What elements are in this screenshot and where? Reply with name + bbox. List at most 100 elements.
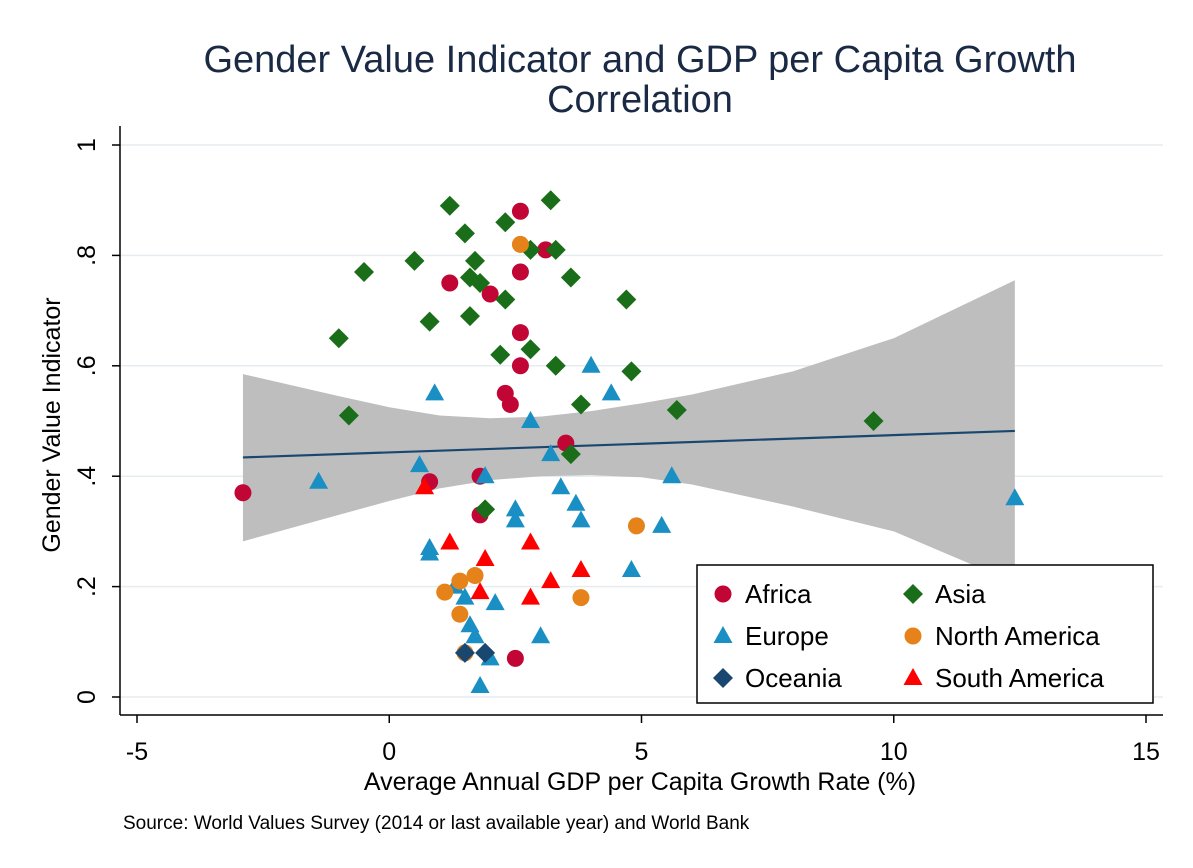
point-africa xyxy=(501,395,519,413)
y-tick-label: 0 xyxy=(73,690,101,704)
point-north-america xyxy=(451,605,469,623)
point-north-america xyxy=(572,589,590,607)
legend-label-asia: Asia xyxy=(935,579,986,609)
source-note: Source: World Values Survey (2014 or las… xyxy=(123,813,750,834)
point-europe xyxy=(309,471,329,489)
legend-marker-oceania xyxy=(713,668,733,688)
point-asia xyxy=(354,261,375,282)
point-europe xyxy=(531,626,551,644)
point-north-america xyxy=(511,235,529,253)
point-south-america xyxy=(521,587,541,605)
point-europe xyxy=(601,383,621,401)
point-europe xyxy=(465,626,485,644)
x-tick-label: 5 xyxy=(635,738,649,766)
series-oceania xyxy=(454,642,496,663)
legend-marker-north-america xyxy=(904,627,922,645)
point-africa xyxy=(537,241,555,259)
point-asia xyxy=(454,223,475,244)
point-north-america xyxy=(451,572,469,590)
point-asia xyxy=(570,394,591,415)
point-asia xyxy=(495,212,516,233)
point-asia xyxy=(338,405,359,426)
y-tick-label: .8 xyxy=(73,245,101,266)
point-europe xyxy=(420,543,440,561)
y-axis-label: Gender Value Indicator xyxy=(38,297,66,552)
point-africa xyxy=(511,263,529,281)
point-europe xyxy=(425,383,445,401)
point-south-america xyxy=(415,477,435,495)
x-tick-label: -5 xyxy=(126,738,148,766)
legend-box xyxy=(696,564,1154,704)
point-europe xyxy=(470,675,490,693)
legend: Africa Europe Oceania Asia North America Sout… xyxy=(696,564,1154,704)
point-north-america xyxy=(436,583,454,601)
point-south-america xyxy=(571,560,591,578)
point-europe xyxy=(485,593,505,611)
confidence-band-area xyxy=(242,280,1015,583)
point-asia xyxy=(545,355,566,376)
y-tick-label: .2 xyxy=(73,576,101,597)
point-south-america xyxy=(541,571,561,589)
data-points xyxy=(234,190,1025,693)
point-asia xyxy=(560,267,581,288)
point-europe xyxy=(505,499,525,517)
confidence-band xyxy=(242,280,1015,583)
point-asia xyxy=(520,339,541,360)
point-asia xyxy=(863,411,884,431)
x-tick-label: 10 xyxy=(880,738,908,766)
point-asia xyxy=(545,239,566,260)
point-africa xyxy=(511,324,529,342)
legend-marker-europe xyxy=(713,626,733,643)
point-asia xyxy=(439,195,460,216)
legend-label-africa: Africa xyxy=(745,579,812,609)
point-europe xyxy=(505,510,525,528)
x-tick-label: 15 xyxy=(1132,738,1160,766)
point-africa xyxy=(441,274,459,292)
legend-label-europe: Europe xyxy=(745,621,829,651)
legend-marker-asia xyxy=(903,584,923,604)
point-asia xyxy=(328,328,349,349)
legend-marker-africa xyxy=(714,585,732,603)
point-europe xyxy=(541,444,561,462)
point-africa xyxy=(481,285,499,303)
point-asia xyxy=(419,311,440,332)
fit-line-group xyxy=(242,429,1015,459)
point-europe xyxy=(1005,488,1025,506)
point-south-america xyxy=(440,532,460,550)
point-europe xyxy=(566,493,586,511)
point-asia xyxy=(470,273,491,293)
point-asia xyxy=(560,444,581,465)
point-europe xyxy=(652,515,672,533)
point-asia xyxy=(616,289,637,310)
point-europe xyxy=(521,411,541,428)
series-asia xyxy=(328,190,884,520)
point-south-america xyxy=(470,582,490,600)
point-asia xyxy=(465,250,486,271)
series-europe xyxy=(309,355,1025,693)
point-south-america xyxy=(521,532,541,550)
point-asia xyxy=(490,344,511,365)
x-axis-label: Average Annual GDP per Capita Growth Rat… xyxy=(364,768,916,796)
y-tick-label: 1 xyxy=(73,138,101,152)
point-asia xyxy=(540,190,561,211)
y-tick-label: .6 xyxy=(73,355,101,376)
point-africa xyxy=(511,202,529,220)
point-africa xyxy=(511,357,529,375)
point-asia xyxy=(404,250,425,271)
axes: 0 .2 .4 .6 .8 1 -5 0 5 10 15 xyxy=(73,126,1163,766)
point-asia xyxy=(475,499,496,520)
point-asia xyxy=(666,399,687,420)
point-europe xyxy=(410,455,430,473)
y-tick-label: .4 xyxy=(73,466,101,487)
point-africa xyxy=(234,484,252,502)
x-tick-label: 0 xyxy=(382,738,396,766)
legend-label-south-america: South America xyxy=(935,663,1105,693)
point-europe xyxy=(621,560,641,578)
point-europe xyxy=(475,466,495,484)
point-oceania xyxy=(454,642,475,663)
point-south-america xyxy=(475,549,495,566)
legend-label-oceania: Oceania xyxy=(745,663,842,693)
point-europe xyxy=(662,466,682,484)
